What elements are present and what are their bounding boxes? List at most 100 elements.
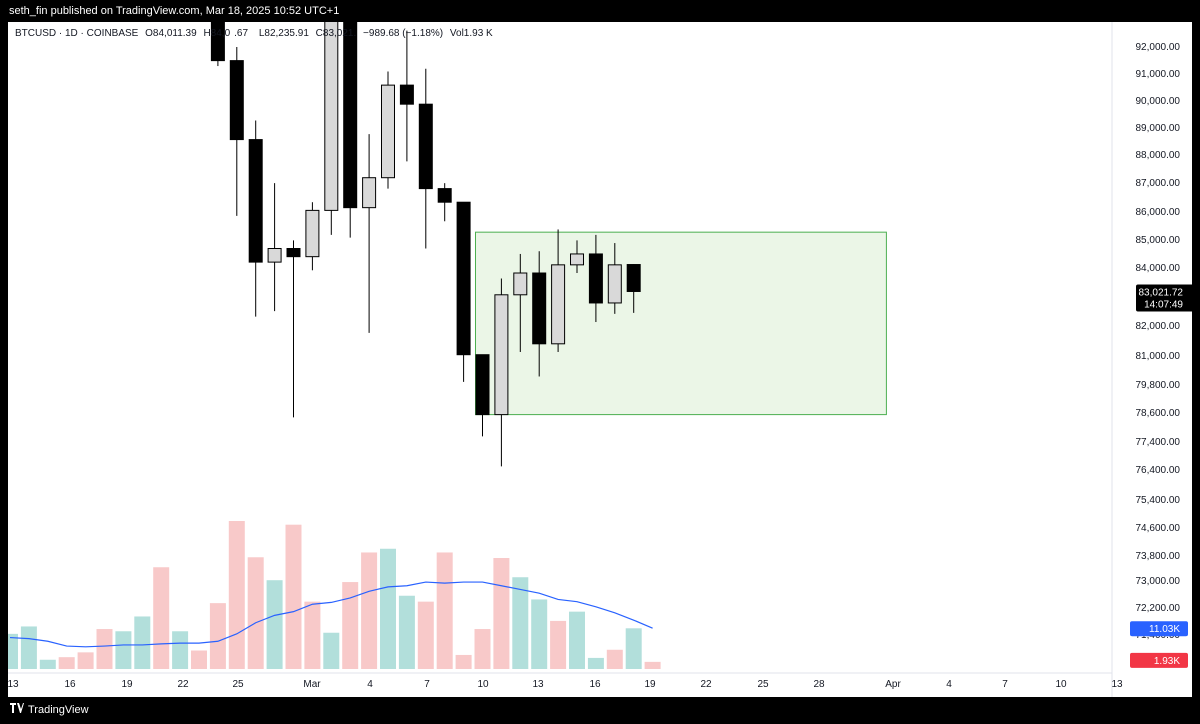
- time-axis-label: 25: [232, 679, 244, 690]
- volume-bar: [323, 632, 340, 669]
- countdown-timer: 14:07:49: [1144, 299, 1183, 310]
- time-axis-label: 13: [8, 679, 19, 690]
- volume-ma-value: 11.03K: [1149, 624, 1180, 635]
- time-axis-label: 13: [532, 679, 544, 690]
- volume-ma-tag: [1130, 621, 1188, 637]
- footer-brand[interactable]: TradingView: [28, 704, 89, 716]
- volume-bar: [569, 611, 585, 669]
- candle-body: [494, 294, 509, 416]
- price-axis-label: 73,800.00: [1136, 551, 1181, 562]
- legend-high: H84,0.67: [203, 28, 252, 39]
- chart-frame[interactable]: BTCUSD · 1D · COINBASE O84,011.39 H84,0.…: [8, 22, 1192, 697]
- legend-low: L82,235.91: [258, 28, 309, 39]
- volume-bar: [77, 652, 94, 669]
- price-axis-label: 89,000.00: [1136, 123, 1181, 134]
- candle-body: [267, 248, 282, 263]
- volume-bar: [361, 552, 378, 669]
- price-axis-label: 74,600.00: [1136, 523, 1181, 534]
- candle-body: [229, 60, 244, 141]
- price-axis-label: 82,000.00: [1136, 321, 1181, 332]
- volume-bar: [228, 521, 245, 669]
- volume-bar: [304, 601, 321, 669]
- legend-close: C83,021.: [315, 28, 357, 39]
- price-axis-label: 92,000.00: [1136, 42, 1181, 53]
- price-axis-label: 72,200.00: [1136, 603, 1181, 614]
- time-axis-label: 10: [477, 679, 489, 690]
- candle-body: [570, 253, 584, 266]
- time-axis-label: 7: [1002, 679, 1008, 690]
- volume-bar: [115, 631, 132, 669]
- legend-change: −989.68 (−1.18%): [363, 28, 444, 39]
- candlestick-chart[interactable]: 92,000.00 91,000.00 90,000.00 89,000.00 88,0…: [8, 22, 1192, 697]
- candle-body: [381, 84, 395, 179]
- publish-info: seth_fin published on TradingView.com, M…: [9, 5, 340, 17]
- time-axis-label: 22: [177, 679, 189, 690]
- volume-bar: [436, 552, 453, 669]
- volume-bar: [285, 524, 302, 669]
- time-axis-label: 7: [424, 679, 430, 690]
- price-axis-label: 91,000.00: [1136, 69, 1181, 80]
- volume-bar: [191, 650, 207, 669]
- volume-ma-line: [9, 581, 653, 648]
- time-axis-label: 28: [813, 679, 825, 690]
- legend-high-tail: .67: [234, 28, 249, 39]
- legend-open: O84,011.39: [145, 28, 197, 39]
- legend-volume: Vol1.93 K: [449, 28, 493, 39]
- time-axis-label: 22: [700, 679, 712, 690]
- volume-tag: [1130, 652, 1188, 668]
- volume-bar: [455, 654, 472, 669]
- candle-body: [532, 272, 547, 345]
- volume-bar: [39, 659, 56, 669]
- volume-bar: [380, 548, 396, 669]
- price-axis-label: 76,400.00: [1136, 465, 1181, 476]
- time-axis-label: 4: [946, 679, 952, 690]
- time-axis-label: 4: [367, 679, 373, 690]
- candle-body: [343, 22, 358, 209]
- volume-bar: [398, 595, 415, 669]
- volume-bar: [493, 558, 510, 669]
- volume-bar: [153, 567, 170, 669]
- volume-bar: [342, 582, 359, 669]
- footer-bar: TradingView: [0, 697, 1200, 724]
- candle-body: [475, 354, 490, 416]
- candle-body: [324, 22, 339, 211]
- price-axis-label: 81,000.00: [1136, 351, 1181, 362]
- candle-body: [437, 188, 452, 203]
- time-axis-label: 25: [757, 679, 769, 690]
- price-axis-label: 90,000.00: [1136, 96, 1181, 107]
- last-price-value: 83,021.72: [1139, 287, 1184, 298]
- candle-body: [588, 253, 603, 304]
- volume-bar: [531, 599, 548, 669]
- volume-bar: [606, 649, 623, 669]
- price-axis-label: 78,600.00: [1136, 408, 1181, 419]
- time-axis-label: Apr: [885, 679, 901, 690]
- candle-body: [418, 103, 433, 190]
- candle-body: [551, 264, 566, 345]
- candle-body: [456, 201, 471, 356]
- candle-body: [362, 177, 377, 209]
- price-axis-label: 77,400.00: [1136, 437, 1181, 448]
- candle-body: [513, 272, 528, 296]
- time-axis-label: 16: [64, 679, 76, 690]
- time-axis-label: 16: [589, 679, 601, 690]
- volume-bar: [417, 601, 434, 669]
- volume-bar: [172, 631, 189, 669]
- legend-symbol[interactable]: BTCUSD · 1D · COINBASE: [15, 28, 139, 39]
- volume-bar: [512, 577, 529, 669]
- volume-bar: [134, 616, 151, 669]
- volume-bar: [550, 620, 567, 669]
- candle-body: [399, 84, 414, 105]
- time-axis-label: 13: [1111, 679, 1123, 690]
- candle-body: [305, 209, 320, 258]
- candle-body: [626, 264, 641, 292]
- volume-bar: [587, 657, 604, 669]
- volume-bar: [58, 657, 75, 669]
- price-axis-label: 87,000.00: [1136, 178, 1181, 189]
- price-axis-label: 86,000.00: [1136, 207, 1181, 218]
- volume-bar: [474, 629, 491, 669]
- time-axis-label: Mar: [303, 679, 321, 690]
- price-axis-bg: [1113, 22, 1192, 697]
- price-axis-label: 75,400.00: [1136, 495, 1181, 506]
- price-axis-label: 88,000.00: [1136, 150, 1181, 161]
- candle-body: [607, 264, 622, 304]
